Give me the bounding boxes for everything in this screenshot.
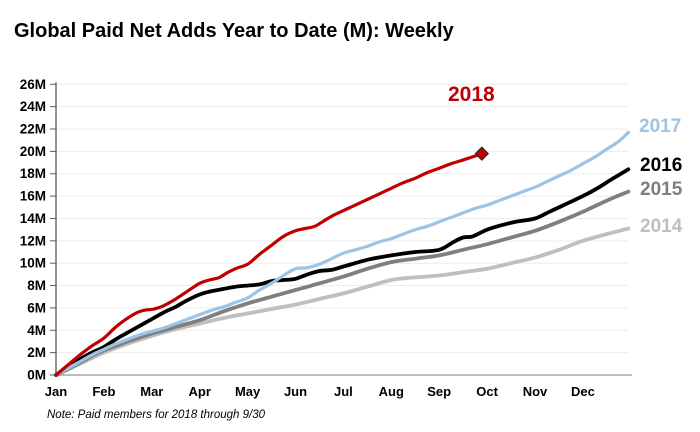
y-tick-label-10M: 10M (20, 256, 46, 271)
series-label-2018: 2018 (448, 83, 495, 106)
y-tick-label-18M: 18M (20, 166, 46, 181)
series-end-diamond-2018 (474, 146, 490, 161)
y-tick-label-2M: 2M (27, 345, 46, 360)
x-tick-label-Jul: Jul (334, 384, 353, 399)
x-tick-label-Jun: Jun (284, 384, 307, 399)
y-tick-label-8M: 8M (27, 278, 46, 293)
y-tick-label-14M: 14M (20, 211, 46, 226)
y-tick-label-16M: 16M (20, 189, 46, 204)
x-tick-label-Apr: Apr (189, 384, 211, 399)
y-tick-label-24M: 24M (20, 99, 46, 114)
series-line-2017 (54, 130, 630, 377)
y-tick-label-22M: 22M (20, 122, 46, 137)
x-tick-label-Sep: Sep (427, 384, 451, 399)
y-tick-label-26M: 26M (20, 77, 46, 92)
x-tick-label-Jan: Jan (45, 384, 67, 399)
y-tick-label-6M: 6M (27, 300, 46, 315)
x-tick-label-Oct: Oct (476, 384, 498, 399)
series-label-2016: 2016 (640, 155, 683, 176)
series-line-2016 (54, 167, 631, 377)
x-tick-label-May: May (235, 384, 261, 399)
x-tick-label-Aug: Aug (379, 384, 404, 399)
y-tick-label-0M: 0M (27, 368, 46, 383)
series-label-2017: 2017 (639, 116, 682, 137)
y-tick-label-20M: 20M (20, 144, 46, 159)
series-line-2014 (54, 226, 631, 377)
x-tick-label-Dec: Dec (571, 384, 595, 399)
series-label-2015: 2015 (640, 179, 683, 200)
chart-title: Global Paid Net Adds Year to Date (M): W… (14, 20, 454, 42)
series-line-2018 (54, 152, 484, 377)
x-tick-label-Feb: Feb (92, 384, 115, 399)
series-line-2015 (54, 189, 631, 377)
footnote: Note: Paid members for 2018 through 9/30 (47, 409, 265, 421)
x-tick-label-Mar: Mar (140, 384, 163, 399)
y-tick-label-4M: 4M (27, 323, 46, 338)
series-label-2014: 2014 (640, 216, 683, 237)
y-tick-label-12M: 12M (20, 233, 46, 248)
x-tick-label-Nov: Nov (523, 384, 548, 399)
